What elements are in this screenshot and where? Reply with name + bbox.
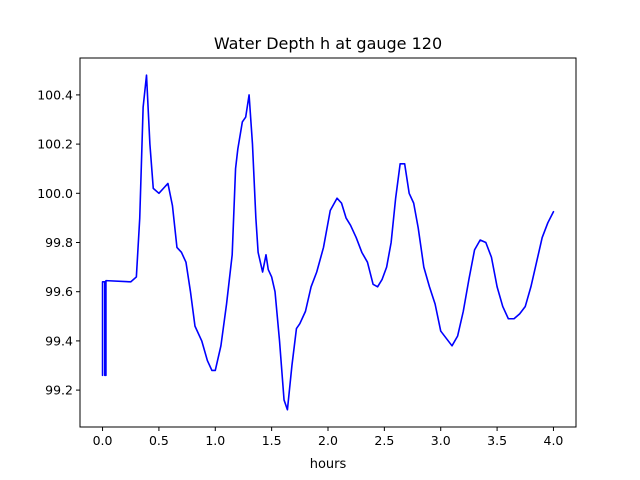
chart-title: Water Depth h at gauge 120 xyxy=(214,34,442,53)
x-tick-label: 1.5 xyxy=(262,433,282,448)
series-line xyxy=(101,74,555,411)
x-tick-label: 2.0 xyxy=(318,433,338,448)
x-tick-label: 0.0 xyxy=(93,433,113,448)
y-tick-label: 99.4 xyxy=(45,333,73,348)
x-tick-label: 4.0 xyxy=(544,433,564,448)
x-tick-label: 3.5 xyxy=(487,433,507,448)
y-tick-label: 100.4 xyxy=(37,87,73,102)
y-tick-label: 99.8 xyxy=(45,235,73,250)
plot-area: 0.0 0.5 1.0 1.5 2.0 2.5 3.0 3.5 4.0 99.2 99.4 99.6… xyxy=(37,57,577,448)
series-layer xyxy=(101,74,555,411)
x-tick-label: 1.0 xyxy=(205,433,225,448)
y-tick-label: 100.0 xyxy=(37,186,73,201)
x-axis-ticks: 0.0 0.5 1.0 1.5 2.0 2.5 3.0 3.5 4.0 xyxy=(93,427,564,448)
y-tick-label: 99.6 xyxy=(45,284,73,299)
y-tick-label: 100.2 xyxy=(37,137,73,152)
x-tick-label: 2.5 xyxy=(374,433,394,448)
x-tick-label: 3.0 xyxy=(431,433,451,448)
y-tick-label: 99.2 xyxy=(45,383,73,398)
x-tick-label: 0.5 xyxy=(149,433,169,448)
y-axis-ticks: 99.2 99.4 99.6 99.8 100.0 100.2 100.4 xyxy=(37,87,80,398)
x-axis-label: hours xyxy=(310,457,347,472)
